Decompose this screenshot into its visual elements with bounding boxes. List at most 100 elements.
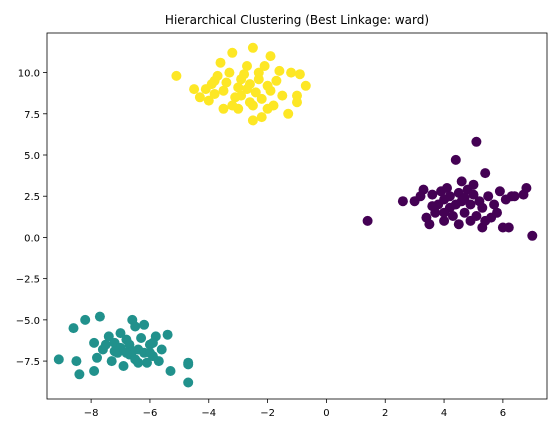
x-tick-label: 0 [323, 408, 329, 419]
scatter-point [118, 361, 129, 371]
scatter-point [442, 183, 452, 193]
scatter-point [439, 207, 450, 218]
scatter-point [503, 222, 514, 233]
y-tick-label: −5.0 [16, 316, 40, 327]
scatter-point [247, 115, 258, 126]
scatter-point [89, 337, 100, 348]
scatter-point [453, 219, 464, 230]
scatter-point [521, 183, 532, 193]
scatter-point [203, 95, 214, 106]
scatter-point [292, 97, 302, 108]
scatter-point [74, 369, 85, 380]
scatter-point [227, 47, 238, 58]
scatter-point [162, 329, 173, 340]
scatter-point [456, 176, 467, 187]
y-tick-label: 7.5 [24, 110, 40, 121]
x-tick-label: −6 [143, 408, 158, 419]
scatter-point [209, 89, 220, 99]
scatter-point [492, 207, 502, 218]
scatter-point [427, 201, 438, 212]
scatter-point [250, 87, 261, 98]
x-tick-label: 4 [441, 408, 447, 419]
scatter-point [236, 90, 247, 101]
scatter-point [147, 337, 158, 348]
scatter-point [115, 328, 126, 339]
scatter-point [274, 65, 285, 76]
scatter-point [271, 75, 282, 86]
scatter-point [233, 82, 244, 93]
y-tick-label: −7.5 [16, 357, 40, 368]
scatter-point [153, 356, 164, 367]
y-tick-label: 5.0 [24, 151, 40, 162]
scatter-point [262, 103, 273, 114]
scatter-point [277, 90, 288, 101]
scatter-point [218, 103, 229, 114]
scatter-point [265, 85, 276, 96]
scatter-point [139, 319, 150, 330]
scatter-point [209, 75, 220, 86]
scatter-point [100, 339, 111, 350]
scatter-point [480, 168, 491, 179]
scatter-point [439, 215, 450, 226]
scatter-point [221, 77, 232, 88]
scatter-point [71, 356, 82, 367]
scatter-point [527, 230, 538, 241]
scatter-point [183, 359, 194, 370]
scatter-point [92, 352, 102, 363]
scatter-point [165, 366, 176, 376]
scatter-point [156, 344, 167, 355]
scatter-point [171, 70, 182, 81]
scatter-point [265, 51, 276, 62]
scatter-point [286, 67, 297, 78]
scatter-point [509, 191, 520, 202]
axis-ticks: −8 −6 −4 −2 0 2 4 6 −7.5 −5.0 −2.5 0.0 2.5 5.0 7.5 10.0 [16, 69, 506, 419]
y-tick-label: 10.0 [18, 69, 40, 80]
scatter-point [450, 154, 461, 165]
scatter-point [444, 191, 455, 202]
scatter-point [215, 57, 226, 68]
scatter-point [300, 80, 311, 91]
x-tick-label: −2 [260, 408, 275, 419]
scatter-point [471, 211, 482, 221]
scatter-point [130, 321, 141, 332]
scatter-point [94, 311, 105, 322]
scatter-point [397, 196, 408, 207]
scatter-point [89, 366, 100, 376]
scatter-point [494, 186, 505, 197]
scatter-point [424, 219, 435, 230]
scatter-point [468, 189, 479, 200]
y-tick-label: 0.0 [24, 233, 40, 244]
scatter-point [227, 100, 238, 111]
scatter-point [136, 333, 147, 343]
scatter-point [483, 191, 494, 202]
scatter-point [256, 93, 267, 104]
x-tick-label: 6 [500, 408, 506, 419]
scatter-point [477, 202, 488, 213]
scatter-point [80, 314, 91, 325]
scatter-point [415, 191, 426, 202]
scatter-point [447, 211, 458, 221]
scatter-point [465, 199, 476, 210]
scatter-point [459, 192, 470, 203]
scatter-point [294, 69, 305, 80]
scatter-point [283, 108, 294, 119]
scatter-point [224, 67, 235, 78]
y-tick-label: 2.5 [24, 192, 40, 203]
scatter-point [218, 85, 229, 96]
scatter-point [459, 207, 470, 218]
scatter-point [142, 357, 152, 368]
scatter-point [53, 354, 64, 365]
scatter-point [259, 61, 270, 71]
scatter-point [133, 357, 144, 368]
scatter-point [106, 356, 117, 367]
scatter-point [183, 377, 194, 388]
scatter-point [103, 331, 114, 342]
scatter-point [471, 136, 482, 147]
scatter-point [242, 61, 252, 71]
scatter-point [236, 74, 247, 85]
scatter-point [427, 189, 438, 200]
scatter-point [480, 215, 491, 226]
scatter-point [253, 67, 264, 78]
scatter-point [194, 92, 205, 103]
